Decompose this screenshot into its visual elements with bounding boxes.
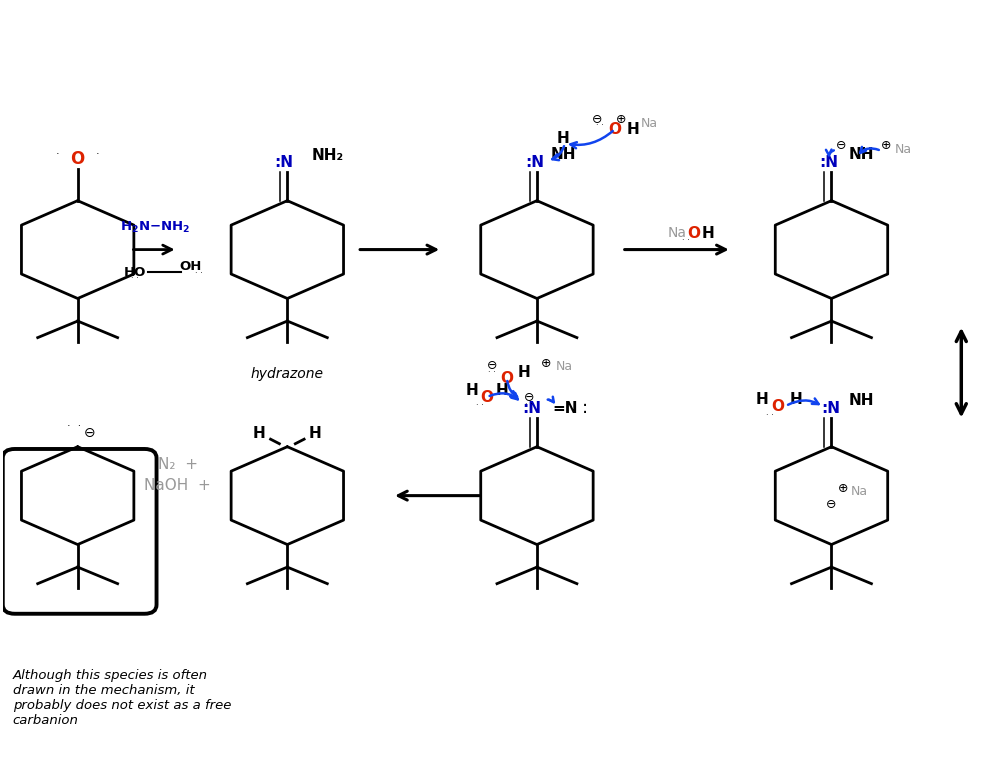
Text: ⊖: ⊖	[83, 426, 95, 440]
FancyBboxPatch shape	[3, 449, 156, 614]
Text: ⊕: ⊕	[838, 481, 848, 495]
Text: :N: :N	[522, 401, 541, 416]
Text: :N: :N	[525, 155, 544, 170]
Text: Na: Na	[894, 143, 911, 156]
Text: :N: :N	[818, 155, 838, 170]
Text: =N: =N	[552, 401, 577, 416]
Text: H: H	[701, 226, 714, 240]
Text: H: H	[465, 383, 478, 398]
Text: Although this species is often
drawn in the mechanism, it
probably does not exis: Although this species is often drawn in …	[13, 669, 231, 727]
Text: Na: Na	[555, 360, 572, 373]
Text: O: O	[770, 399, 783, 414]
Text: ⊖: ⊖	[524, 390, 534, 403]
Text: ⊖: ⊖	[835, 139, 846, 152]
Text: O: O	[480, 390, 493, 405]
Text: · ·: · ·	[475, 401, 483, 410]
Text: :N: :N	[820, 401, 840, 416]
Text: H: H	[309, 426, 321, 440]
Text: · ·: · ·	[596, 121, 603, 130]
Text: · ·: · ·	[130, 274, 138, 283]
Text: OH: OH	[180, 261, 202, 274]
Text: · ·: · ·	[195, 269, 203, 278]
Text: Na: Na	[667, 226, 685, 240]
Text: NH: NH	[848, 146, 874, 161]
Text: O: O	[70, 150, 84, 168]
Text: hydrazone: hydrazone	[251, 367, 324, 381]
Text: ⊕: ⊕	[615, 113, 626, 126]
Text: ·: ·	[56, 149, 59, 159]
Text: ⊖: ⊖	[825, 498, 835, 511]
Text: · ·: · ·	[681, 236, 689, 245]
Text: · ·: · ·	[765, 412, 772, 421]
Text: NH: NH	[550, 146, 575, 161]
Text: H: H	[754, 392, 767, 407]
Text: H: H	[626, 122, 639, 136]
Text: $\mathbf{H_2N{-}NH_2}$: $\mathbf{H_2N{-}NH_2}$	[120, 220, 191, 234]
Text: ⊖: ⊖	[486, 359, 496, 372]
Text: O: O	[499, 371, 513, 386]
Text: N₂  +: N₂ +	[157, 456, 198, 471]
Text: ·  ·: · ·	[66, 421, 80, 431]
Text: :N: :N	[274, 155, 293, 170]
Text: H: H	[495, 383, 508, 398]
Text: Na: Na	[641, 117, 658, 130]
Text: ⊕: ⊕	[881, 139, 891, 152]
Text: NH₂: NH₂	[311, 148, 343, 163]
Text: :: :	[582, 399, 588, 418]
Text: Na: Na	[850, 485, 868, 498]
Text: NH: NH	[848, 393, 874, 408]
Text: ·: ·	[95, 149, 99, 159]
Text: H: H	[253, 426, 266, 440]
Text: HO: HO	[123, 265, 145, 279]
Text: H: H	[788, 392, 801, 407]
Text: O: O	[608, 122, 621, 136]
Text: H: H	[518, 365, 530, 381]
Text: ⊖: ⊖	[591, 113, 602, 126]
Text: H: H	[556, 130, 569, 146]
Text: ⊕: ⊕	[541, 357, 551, 370]
Text: · ·: · ·	[525, 400, 533, 409]
Text: NaOH  +: NaOH +	[144, 478, 211, 493]
Text: O: O	[687, 226, 700, 240]
Text: · ·: · ·	[487, 368, 495, 377]
